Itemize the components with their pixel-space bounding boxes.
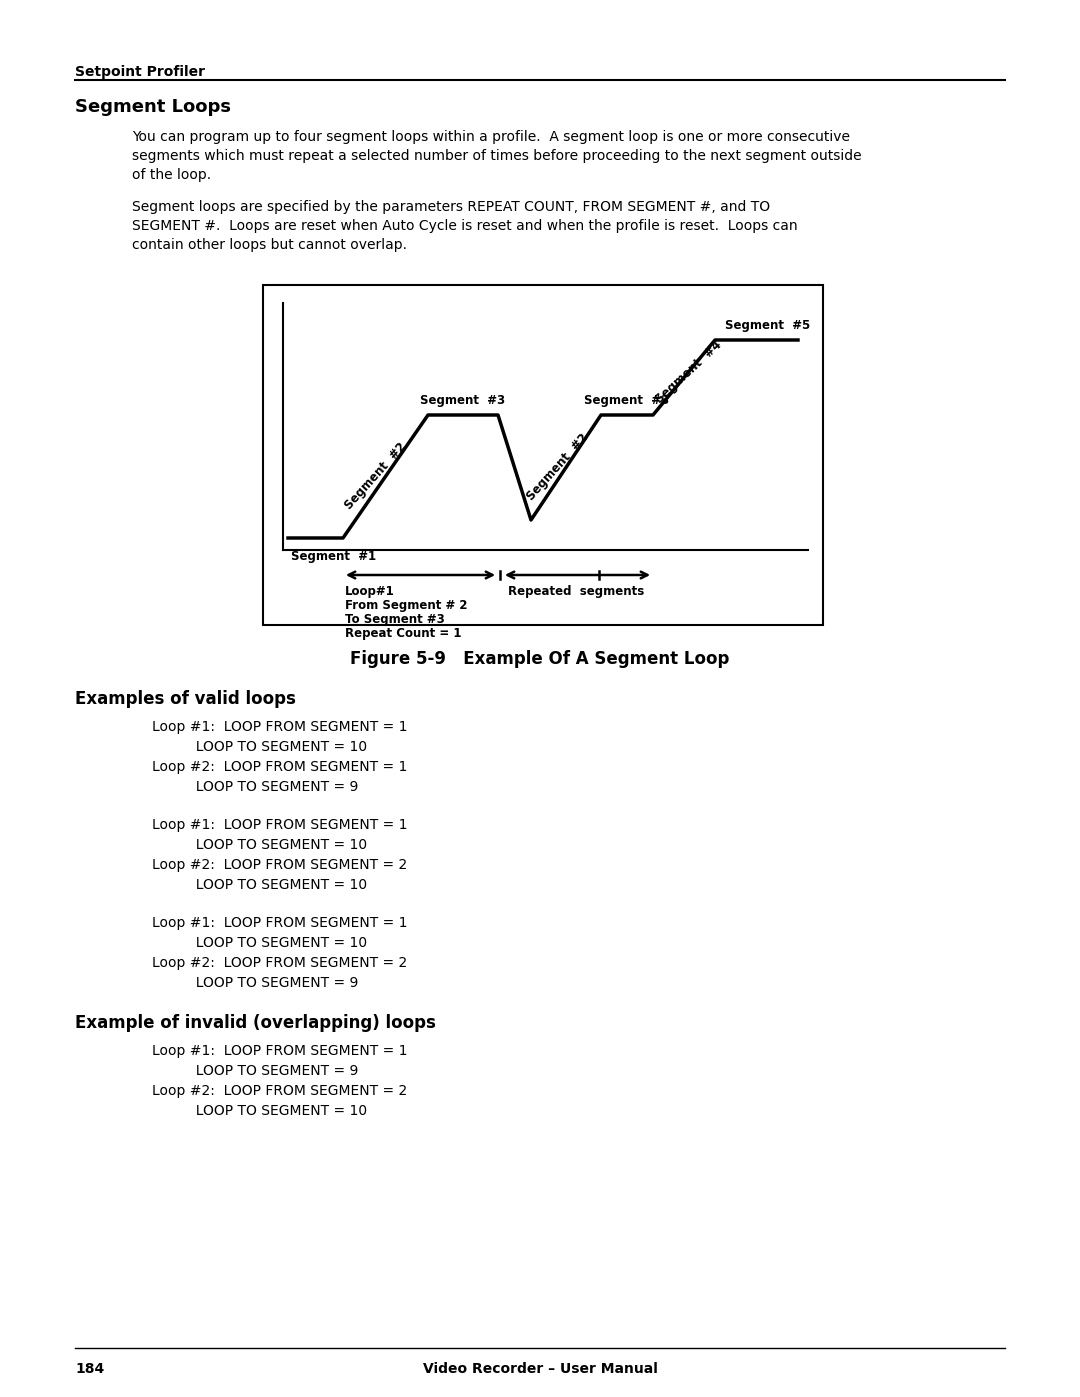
Text: Segment  #3: Segment #3 — [584, 394, 670, 407]
Text: Segment  #5: Segment #5 — [725, 319, 810, 332]
Text: Examples of valid loops: Examples of valid loops — [75, 690, 296, 708]
Text: Loop #1:  LOOP FROM SEGMENT = 1: Loop #1: LOOP FROM SEGMENT = 1 — [152, 916, 407, 930]
Text: Loop #1:  LOOP FROM SEGMENT = 1: Loop #1: LOOP FROM SEGMENT = 1 — [152, 719, 407, 733]
Text: Segment  #4: Segment #4 — [653, 338, 725, 407]
Text: LOOP TO SEGMENT = 10: LOOP TO SEGMENT = 10 — [152, 838, 367, 852]
Text: LOOP TO SEGMENT = 10: LOOP TO SEGMENT = 10 — [152, 936, 367, 950]
Text: Loop #1:  LOOP FROM SEGMENT = 1: Loop #1: LOOP FROM SEGMENT = 1 — [152, 819, 407, 833]
Text: Repeated  segments: Repeated segments — [508, 585, 645, 598]
Text: From Segment # 2: From Segment # 2 — [345, 599, 468, 612]
Text: Example of invalid (overlapping) loops: Example of invalid (overlapping) loops — [75, 1014, 436, 1032]
Text: Segment  #2: Segment #2 — [525, 432, 592, 503]
Text: Loop #2:  LOOP FROM SEGMENT = 2: Loop #2: LOOP FROM SEGMENT = 2 — [152, 858, 407, 872]
Text: Segment  #3: Segment #3 — [420, 394, 505, 407]
Text: Loop #2:  LOOP FROM SEGMENT = 2: Loop #2: LOOP FROM SEGMENT = 2 — [152, 1084, 407, 1098]
Bar — [264, 285, 823, 624]
Text: LOOP TO SEGMENT = 9: LOOP TO SEGMENT = 9 — [152, 780, 359, 793]
Text: Figure 5-9   Example Of A Segment Loop: Figure 5-9 Example Of A Segment Loop — [350, 650, 730, 668]
Text: Loop#1: Loop#1 — [345, 585, 395, 598]
Text: Video Recorder – User Manual: Video Recorder – User Manual — [422, 1362, 658, 1376]
Text: LOOP TO SEGMENT = 10: LOOP TO SEGMENT = 10 — [152, 1104, 367, 1118]
Text: LOOP TO SEGMENT = 10: LOOP TO SEGMENT = 10 — [152, 740, 367, 754]
Text: Segment Loops: Segment Loops — [75, 98, 231, 116]
Text: Segment  #1: Segment #1 — [291, 550, 376, 563]
Text: Loop #1:  LOOP FROM SEGMENT = 1: Loop #1: LOOP FROM SEGMENT = 1 — [152, 1044, 407, 1058]
Text: LOOP TO SEGMENT = 9: LOOP TO SEGMENT = 9 — [152, 977, 359, 990]
Text: Repeat Count = 1: Repeat Count = 1 — [345, 627, 461, 640]
Text: Loop #2:  LOOP FROM SEGMENT = 2: Loop #2: LOOP FROM SEGMENT = 2 — [152, 956, 407, 970]
Text: Segment loops are specified by the parameters REPEAT COUNT, FROM SEGMENT #, and : Segment loops are specified by the param… — [132, 200, 798, 251]
Text: 184: 184 — [75, 1362, 105, 1376]
Text: Segment  #2: Segment #2 — [342, 440, 409, 513]
Text: Setpoint Profiler: Setpoint Profiler — [75, 66, 205, 80]
Text: LOOP TO SEGMENT = 9: LOOP TO SEGMENT = 9 — [152, 1065, 359, 1078]
Text: You can program up to four segment loops within a profile.  A segment loop is on: You can program up to four segment loops… — [132, 130, 862, 182]
Text: To Segment #3: To Segment #3 — [345, 613, 445, 626]
Text: LOOP TO SEGMENT = 10: LOOP TO SEGMENT = 10 — [152, 877, 367, 893]
Text: Loop #2:  LOOP FROM SEGMENT = 1: Loop #2: LOOP FROM SEGMENT = 1 — [152, 760, 407, 774]
